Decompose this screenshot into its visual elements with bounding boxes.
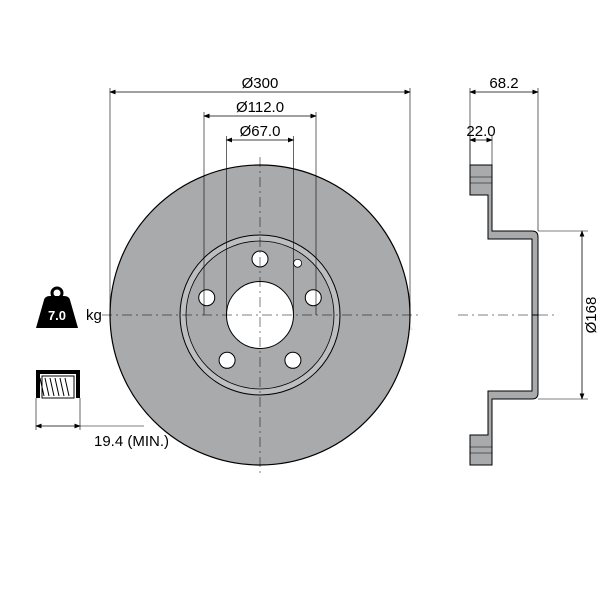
brake-disc-drawing: TEXTAR Ø300Ø112.0Ø67.068.222.0Ø168 7.0kg… (0, 0, 600, 600)
svg-text:Ø300: Ø300 (242, 75, 279, 92)
front-view (102, 157, 418, 473)
svg-text:Ø67.0: Ø67.0 (240, 123, 281, 140)
svg-text:68.2: 68.2 (489, 75, 518, 92)
svg-text:7.0: 7.0 (48, 308, 66, 323)
svg-text:19.4 (MIN.): 19.4 (MIN.) (94, 433, 169, 450)
svg-text:kg: kg (86, 307, 102, 324)
svg-text:22.0: 22.0 (466, 123, 495, 140)
weight-info: 7.0 kg (36, 288, 102, 328)
svg-text:Ø168: Ø168 (583, 297, 600, 334)
svg-text:Ø112.0: Ø112.0 (236, 99, 284, 116)
side-view (458, 165, 558, 465)
